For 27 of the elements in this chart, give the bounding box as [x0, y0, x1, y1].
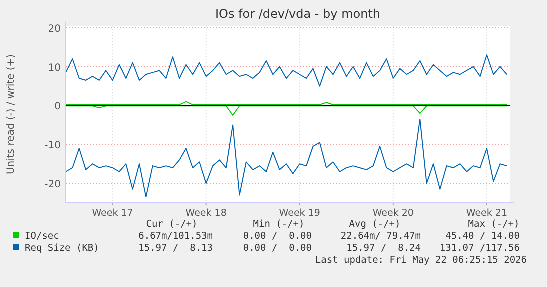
text: 15.97 / 8.13 — [138, 243, 213, 254]
y-tick-label: 20 — [48, 24, 61, 35]
y-tick-label: 10 — [48, 62, 61, 74]
text: 45.40 / 14.00 — [446, 231, 520, 242]
text: Cur (-/+) — [146, 219, 198, 230]
y-tick-label: -10 — [44, 140, 61, 152]
x-tick-label: Week 21 — [466, 208, 508, 219]
text: 0.00 / 0.00 — [243, 231, 312, 242]
y-tick-label: -20 — [44, 180, 61, 191]
text: Last update: Fri May 22 06:25:15 2026 — [315, 255, 528, 266]
text: 0.00 / 0.00 — [243, 243, 312, 254]
text: 131.07 /117.56 — [440, 243, 520, 254]
text: 6.67m/101.53m — [138, 231, 214, 242]
x-tick-label: Week 20 — [372, 208, 414, 219]
text: 15.97 / 8.24 — [346, 243, 422, 254]
x-tick-label: Week 17 — [92, 208, 134, 219]
y-axis-title: Units read (-) / write (+) — [6, 54, 17, 175]
y-tick-label: 0 — [54, 102, 61, 113]
legend-label: IO/sec — [25, 231, 60, 242]
text: Avg (-/+) — [349, 219, 401, 230]
x-tick-label: Week 18 — [186, 208, 227, 219]
text: 22.64m/ 79.47m — [340, 231, 422, 242]
text: Min (-/+) — [253, 219, 305, 230]
x-tick-label: Week 19 — [279, 208, 320, 219]
chart-title: IOs for /dev/vda - by month — [215, 7, 381, 21]
legend-label: Req Size (KB) — [25, 243, 100, 254]
text: Max (-/+) — [468, 219, 520, 230]
